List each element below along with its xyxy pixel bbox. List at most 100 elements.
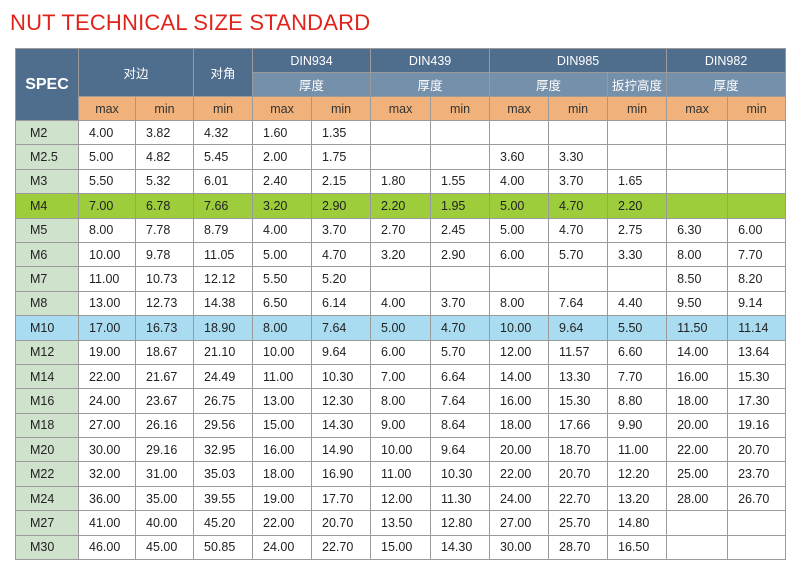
value-cell: 16.00 [252, 437, 313, 463]
group-header: DIN439 [370, 48, 491, 73]
value-cell: 22.70 [548, 485, 609, 512]
value-cell: 15.00 [252, 412, 313, 439]
data-row: M2.5 5.00 4.82 5.45 2.00 1.75 3.60 3.30 [15, 144, 787, 170]
value-cell: 8.00 [489, 290, 550, 317]
group-header: DIN982 [666, 48, 787, 73]
value-cell: 13.00 [252, 388, 313, 414]
spec-cell: M4 [15, 193, 79, 219]
value-cell: 5.45 [193, 144, 254, 170]
empty-cell [370, 119, 432, 146]
empty-cell [548, 119, 609, 146]
empty-cell [607, 266, 668, 292]
value-cell: 4.00 [489, 168, 550, 195]
sub-header: 扳拧高度 [607, 72, 668, 97]
sub-header: min [193, 96, 254, 121]
value-cell: 9.00 [370, 412, 432, 439]
value-cell: 31.00 [134, 461, 195, 487]
value-cell: 24.00 [489, 485, 550, 512]
value-cell: 2.90 [430, 241, 491, 268]
value-cell: 9.78 [134, 241, 195, 268]
table-head: SPEC 对边 对角 DIN934 DIN439 DIN985 DIN982 厚… [15, 48, 787, 121]
value-cell: 3.70 [311, 217, 372, 243]
data-row: M14 22.00 21.67 24.49 11.00 10.30 7.00 6.64 14.0… [15, 363, 787, 390]
sub-header: 厚度 [252, 72, 372, 97]
value-cell: 6.78 [134, 193, 195, 219]
data-row: M5 8.00 7.78 8.79 4.00 3.70 2.70 2.45 5.00 4.70 2.… [15, 217, 787, 243]
value-cell: 3.30 [548, 144, 609, 170]
value-cell: 17.00 [78, 315, 136, 341]
value-cell: 16.73 [134, 315, 195, 341]
value-cell: 40.00 [134, 510, 195, 536]
data-row: M30 46.00 45.00 50.85 24.00 22.70 15.00 14.30 30… [15, 534, 787, 561]
value-cell: 5.00 [370, 315, 432, 341]
value-cell: 2.90 [311, 193, 372, 219]
value-cell: 17.30 [727, 388, 787, 414]
value-cell: 8.00 [252, 315, 313, 341]
value-cell: 6.30 [666, 217, 729, 243]
spec-cell: M3 [15, 168, 79, 195]
value-cell: 2.15 [311, 168, 372, 195]
spec-cell: M27 [15, 510, 79, 536]
spec-cell: M24 [15, 485, 79, 512]
value-cell: 20.70 [548, 461, 609, 487]
value-cell: 10.30 [430, 461, 491, 487]
empty-cell [489, 266, 550, 292]
value-cell: 50.85 [193, 534, 254, 561]
empty-cell [370, 266, 432, 292]
value-cell: 29.16 [134, 437, 195, 463]
column-header: 对角 [193, 48, 254, 97]
data-row: M7 11.00 10.73 12.12 5.50 5.20 8.50 8.20 [15, 266, 787, 292]
value-cell: 12.73 [134, 290, 195, 317]
sub-header: 厚度 [489, 72, 609, 97]
value-cell: 9.64 [311, 339, 372, 365]
value-cell: 5.32 [134, 168, 195, 195]
empty-cell [430, 144, 491, 170]
value-cell: 11.00 [370, 461, 432, 487]
value-cell: 12.20 [607, 461, 668, 487]
value-cell: 17.66 [548, 412, 609, 439]
value-cell: 1.55 [430, 168, 491, 195]
value-cell: 4.70 [311, 241, 372, 268]
group-header: DIN934 [252, 48, 372, 73]
spec-cell: M6 [15, 241, 79, 268]
value-cell: 6.14 [311, 290, 372, 317]
value-cell: 46.00 [78, 534, 136, 561]
value-cell: 3.60 [489, 144, 550, 170]
value-cell: 5.20 [311, 266, 372, 292]
value-cell: 26.75 [193, 388, 254, 414]
value-cell: 12.12 [193, 266, 254, 292]
header-row: max min min max min max min max min min max min [16, 96, 787, 121]
value-cell: 35.03 [193, 461, 254, 487]
data-row: M18 27.00 26.16 29.56 15.00 14.30 9.00 8.64 18.0… [15, 412, 787, 439]
value-cell: 4.70 [430, 315, 491, 341]
spec-cell: M12 [15, 339, 79, 365]
value-cell: 24.49 [193, 363, 254, 390]
spec-cell: M7 [15, 266, 79, 292]
value-cell: 8.64 [430, 412, 491, 439]
value-cell: 3.70 [548, 168, 609, 195]
value-cell: 10.30 [311, 363, 372, 390]
column-header: 对边 [77, 48, 195, 97]
value-cell: 6.64 [430, 363, 491, 390]
value-cell: 6.01 [193, 168, 254, 195]
value-cell: 4.32 [193, 119, 254, 146]
spec-cell: M2 [15, 119, 79, 146]
value-cell: 9.90 [607, 412, 668, 439]
value-cell: 18.00 [666, 388, 729, 414]
value-cell: 32.95 [193, 437, 254, 463]
value-cell: 13.50 [370, 510, 432, 536]
value-cell: 2.20 [370, 193, 432, 219]
value-cell: 15.30 [548, 388, 609, 414]
value-cell: 1.60 [252, 119, 313, 146]
value-cell: 35.00 [134, 485, 195, 512]
value-cell: 18.67 [134, 339, 195, 365]
sub-header: min [607, 96, 668, 121]
value-cell: 22.70 [311, 534, 372, 561]
value-cell: 15.30 [727, 363, 787, 390]
value-cell: 39.55 [193, 485, 254, 512]
value-cell: 19.16 [727, 412, 787, 439]
sub-header: max [78, 96, 136, 121]
value-cell: 27.00 [489, 510, 550, 536]
value-cell: 7.64 [430, 388, 491, 414]
value-cell: 16.50 [607, 534, 668, 561]
